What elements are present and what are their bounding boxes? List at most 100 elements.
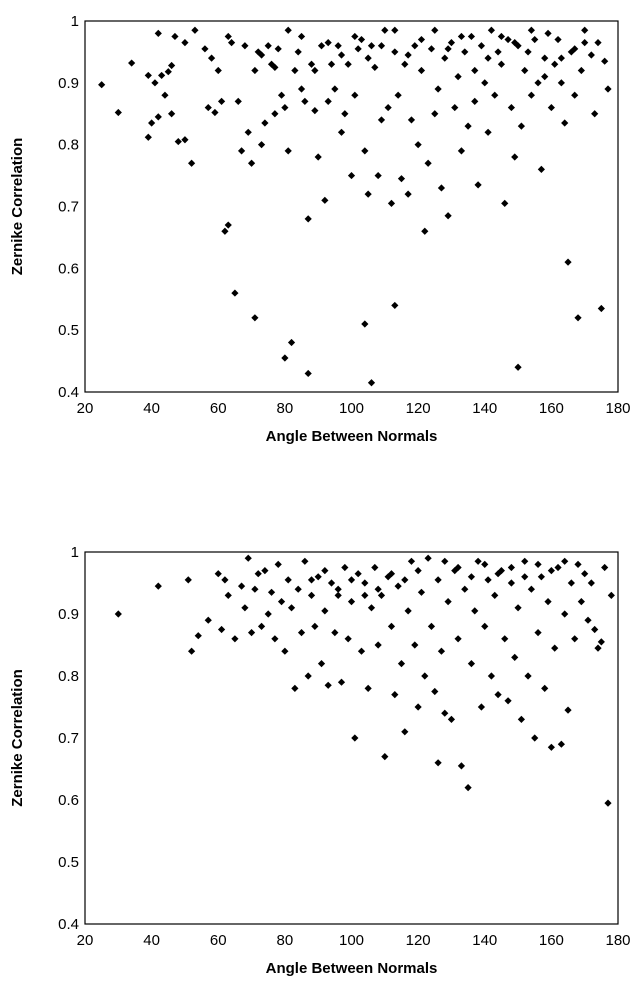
- data-point: [241, 604, 249, 612]
- data-point: [471, 66, 479, 75]
- data-point: [531, 734, 539, 742]
- data-point: [487, 672, 496, 680]
- data-point: [314, 153, 322, 161]
- data-point: [457, 147, 466, 155]
- scatter-points-top: [98, 26, 612, 387]
- x-tick-label: 100: [339, 400, 364, 417]
- y-tick-label: 1: [71, 544, 79, 561]
- data-point: [421, 227, 429, 235]
- data-point: [574, 314, 582, 322]
- data-point: [444, 45, 452, 53]
- data-point: [431, 26, 439, 34]
- data-point: [148, 119, 156, 127]
- data-point: [151, 79, 159, 87]
- data-point: [251, 314, 259, 322]
- data-point: [407, 557, 416, 565]
- data-point: [541, 73, 549, 81]
- data-point: [527, 26, 535, 34]
- data-point: [257, 622, 266, 630]
- data-point: [594, 644, 602, 652]
- data-point: [297, 85, 306, 93]
- y-tick-label: 0.9: [58, 606, 79, 623]
- data-point: [514, 604, 522, 612]
- data-point: [537, 573, 545, 581]
- data-point: [277, 91, 286, 99]
- data-point: [164, 68, 172, 76]
- data-point: [267, 588, 276, 596]
- data-point: [571, 45, 579, 53]
- data-point: [401, 60, 409, 68]
- data-point: [184, 576, 192, 584]
- data-point: [361, 320, 369, 328]
- data-point: [264, 42, 272, 50]
- data-point: [604, 85, 612, 93]
- data-point: [267, 60, 276, 68]
- data-point: [437, 184, 446, 192]
- x-tick-label: 160: [539, 400, 564, 417]
- data-point: [254, 48, 262, 56]
- data-point: [337, 128, 346, 136]
- data-point: [554, 563, 562, 572]
- data-point: [324, 97, 332, 105]
- data-point: [571, 91, 579, 99]
- data-point: [377, 116, 386, 124]
- data-point: [457, 762, 466, 770]
- data-point: [357, 647, 366, 655]
- data-point: [128, 59, 136, 67]
- x-tick-label: 60: [210, 932, 227, 949]
- x-tick-label: 120: [406, 932, 431, 949]
- data-point: [557, 54, 565, 62]
- data-point: [431, 687, 439, 696]
- data-point: [204, 616, 212, 624]
- plot-area-top: [84, 20, 619, 393]
- data-point: [144, 133, 152, 141]
- data-point: [581, 39, 589, 47]
- data-point: [168, 110, 176, 118]
- data-point: [251, 585, 259, 593]
- data-point: [607, 591, 615, 599]
- data-point: [281, 103, 289, 112]
- data-point: [567, 48, 575, 56]
- data-point: [387, 570, 396, 578]
- data-point: [401, 728, 409, 736]
- data-point: [244, 128, 252, 136]
- data-point: [457, 32, 466, 41]
- data-point: [587, 51, 595, 59]
- y-tick-label: 0.7: [58, 730, 79, 747]
- data-point: [524, 48, 532, 56]
- data-point: [551, 60, 559, 68]
- data-point: [497, 32, 506, 41]
- chart-panel-bottom: 20 40 60 80 100 120 140 160 180 0.40.50.60.70.80…: [9, 544, 631, 977]
- y-axis-label-top: Zernike Correlation: [9, 138, 26, 276]
- data-point: [158, 71, 166, 80]
- data-point: [301, 97, 309, 105]
- x-tick-label: 40: [143, 932, 160, 949]
- data-point: [171, 32, 179, 41]
- data-point: [391, 691, 399, 699]
- data-point: [281, 354, 289, 362]
- data-point: [424, 159, 432, 167]
- data-point: [364, 54, 372, 62]
- data-point: [561, 119, 569, 127]
- y-tick-label: 0.8: [58, 137, 79, 154]
- data-point: [591, 625, 599, 634]
- data-point: [357, 35, 366, 44]
- data-point: [511, 39, 519, 47]
- data-point: [317, 660, 326, 668]
- data-point: [251, 66, 259, 75]
- data-point: [307, 576, 316, 584]
- data-point: [351, 734, 359, 742]
- data-point: [174, 137, 182, 146]
- data-point: [154, 113, 162, 121]
- data-point: [604, 799, 612, 807]
- data-point: [381, 26, 389, 34]
- data-point: [384, 573, 392, 581]
- data-point: [494, 570, 502, 578]
- data-point: [467, 573, 476, 581]
- data-point: [301, 557, 309, 565]
- data-point: [237, 147, 246, 155]
- data-point: [601, 563, 609, 572]
- data-point: [377, 42, 386, 50]
- data-point: [277, 598, 286, 606]
- data-point: [394, 91, 402, 99]
